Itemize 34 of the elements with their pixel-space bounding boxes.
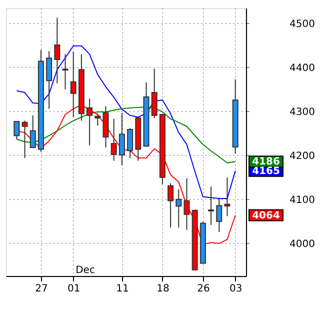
y-tick-label: 4200 — [290, 150, 315, 162]
candlestick — [151, 68, 158, 119]
annotation: Dec — [76, 265, 95, 276]
y-tick-label: 4000 — [290, 238, 315, 250]
candlestick — [208, 186, 214, 226]
candlestick — [30, 114, 36, 148]
x-tick-label: 27 — [35, 284, 48, 294]
x-tick-label: 18 — [156, 284, 170, 294]
candlestick — [110, 118, 117, 162]
candlestick — [168, 182, 174, 228]
candlestick — [62, 54, 68, 90]
x-tick-label: 03 — [229, 284, 242, 294]
y-tick-label: 4100 — [290, 194, 315, 206]
y-tick-label: 4400 — [290, 62, 315, 74]
line-series — [16, 45, 236, 200]
candlestick — [94, 113, 101, 126]
candlestick — [184, 178, 190, 230]
data-label: 4165 — [252, 166, 280, 177]
candlestick — [46, 50, 52, 110]
y-tick-label: 4500 — [290, 18, 315, 30]
candlestick — [54, 17, 60, 84]
candlestick — [176, 188, 182, 228]
candlestick — [216, 197, 222, 232]
x-tick-label: 11 — [116, 284, 129, 294]
data-label: 4064 — [252, 210, 280, 222]
data-label: 4186 — [252, 156, 280, 168]
candlestick — [224, 176, 230, 217]
x-tick-label: 26 — [197, 284, 210, 294]
candlestick — [118, 112, 125, 166]
candlestick — [22, 120, 28, 159]
candlestick — [127, 128, 134, 159]
x-tick-label: 01 — [67, 284, 80, 294]
candlestick — [14, 120, 20, 140]
y-tick-label: 4300 — [290, 106, 315, 118]
